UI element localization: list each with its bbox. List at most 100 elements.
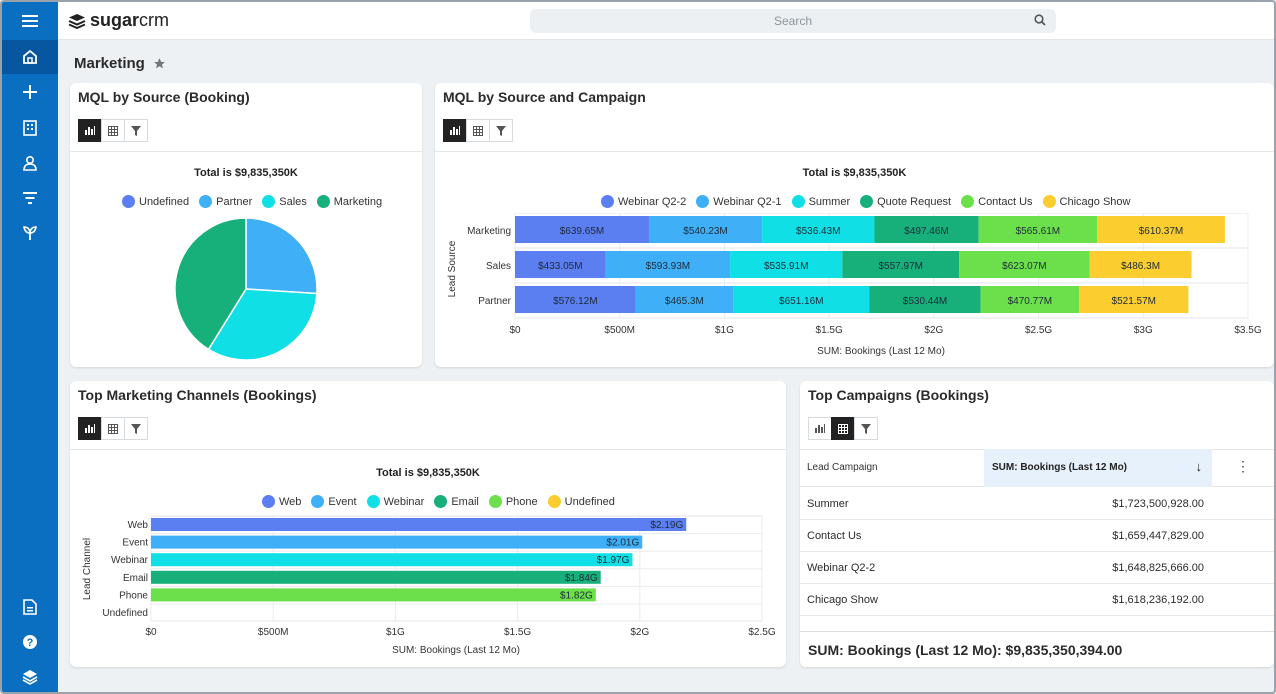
bar-value-label: $1.82G [560,590,593,601]
legend-item[interactable]: Undefined [122,195,189,208]
search-input[interactable]: Search [530,9,1056,33]
bar-value-label: $2.01G [606,538,639,549]
legend-label: Webinar Q2-1 [713,195,782,208]
dashlet-title: MQL by Source (Booking) [78,89,250,105]
document-icon[interactable] [2,590,58,624]
more-options-icon[interactable]: ⋮ [1236,458,1250,474]
column-header-lead-campaign[interactable]: Lead Campaign [807,462,878,473]
layers-icon[interactable] [2,660,58,692]
svg-text:?: ? [27,637,34,649]
legend-label: Chicago Show [1059,195,1131,208]
y-category-label: Email [123,573,148,584]
search-icon[interactable] [1034,14,1046,26]
x-tick-label: $2G [630,627,649,638]
favorite-star-icon[interactable] [153,57,166,70]
y-axis-label: Lead Source [447,240,458,297]
cell-bookings: $1,659,447,829.00 [1112,530,1204,542]
filter-button[interactable] [489,119,513,142]
sugarcrm-logo[interactable]: sugarcrm [68,10,169,31]
home-icon[interactable] [2,40,58,74]
legend-swatch [262,495,275,508]
y-category-label: Phone [119,590,148,601]
dashlet-mql-by-source-and-campaign: MQL by Source and Campaign Total is $9,8… [435,83,1274,367]
dashlet-toolbar [443,119,513,142]
help-icon[interactable]: ? [2,625,58,659]
bar-value-label: $536.43M [796,226,840,237]
table-header: Lead Campaign SUM: Bookings (Last 12 Mo)… [800,449,1274,487]
bar-segment [648,216,763,243]
legend-item[interactable]: Partner [199,195,252,208]
chart-legend: Webinar Q2-2 Webinar Q2-1 Summer Quote Requ… [601,195,1130,208]
legend-swatch [316,195,330,208]
dashlet-divider [435,151,1274,152]
x-tick-label: $500M [604,325,635,336]
table-row[interactable]: Chicago Show $1,618,236,192.00 [800,584,1274,616]
legend-item[interactable]: Summer [791,195,850,208]
channel-bar [151,588,596,602]
legend-label: Webinar Q2-2 [618,195,687,208]
dashlet-mql-by-source: MQL by Source (Booking) Total is $9,835,… [70,83,422,367]
dashlet-title: Top Campaigns (Bookings) [808,387,989,403]
legend-item[interactable]: Webinar Q2-1 [696,195,782,208]
menu-icon[interactable] [2,4,58,38]
legend-label: Partner [216,195,253,208]
filter-button[interactable] [124,119,148,142]
legend-item[interactable]: Quote Request [860,195,951,208]
bar-segment [515,251,606,278]
legend-swatch [262,195,276,208]
bar-value-label: $593.93M [646,261,690,272]
sidebar: ? [2,2,58,692]
dashlet-title: Top Marketing Channels (Bookings) [78,387,317,403]
legend-item[interactable]: Contact Us [961,195,1033,208]
bar-value-label: $540.23M [683,226,727,237]
chart-legend: Web Event Webinar Email Phone Undefined [262,495,615,508]
legend-item[interactable]: Web [262,495,301,508]
filter-icon[interactable] [2,181,58,215]
legend-item[interactable]: Marketing [316,195,383,208]
legend-item[interactable]: Phone [488,495,538,508]
plus-icon[interactable] [2,75,58,109]
building-icon[interactable] [2,111,58,145]
sort-desc-arrow-icon[interactable]: ↓ [1195,459,1203,474]
person-icon[interactable] [2,146,58,180]
legend-item[interactable]: Email [434,495,479,508]
top-bar: sugarcrm Search [58,2,1274,40]
legend-item[interactable]: Undefined [547,495,615,508]
legend-label: Quote Request [877,195,952,208]
bar-value-label: $651.16M [779,296,823,307]
x-tick-label: $1G [386,627,405,638]
table-row[interactable]: Summer $1,723,500,928.00 [800,488,1274,520]
chart-view-button[interactable] [808,417,832,440]
column-header-sum-bookings[interactable]: SUM: Bookings (Last 12 Mo) ↓ [984,449,1212,487]
bar-segment [1097,216,1225,243]
dashlet-divider [70,151,422,152]
filter-button[interactable] [124,417,148,440]
chart-title: Total is $9,835,350K [194,167,298,179]
bar-value-label: $610.37M [1139,226,1183,237]
chart-view-button[interactable] [78,417,102,440]
chart-view-button[interactable] [443,119,467,142]
filter-button[interactable] [854,417,878,440]
table-view-button[interactable] [466,119,490,142]
bar-value-label: $623.07M [1002,261,1046,272]
legend-swatch [122,195,135,208]
bar-segment [978,216,1098,243]
legend-item[interactable]: Chicago Show [1042,195,1131,208]
legend-item[interactable]: Webinar [366,495,424,508]
table-view-button[interactable] [101,119,125,142]
legend-label: Contact Us [978,195,1033,208]
table-row[interactable]: Webinar Q2-2 $1,648,825,666.00 [800,552,1274,584]
bar-segment [980,286,1080,313]
legend-item[interactable]: Webinar Q2-2 [601,195,686,208]
legend-label: Marketing [333,195,383,208]
bar-segment [730,251,843,278]
plant-icon[interactable] [2,216,58,250]
legend-item[interactable]: Sales [262,195,307,208]
table-row[interactable]: Contact Us $1,659,447,829.00 [800,520,1274,552]
cell-bookings: $1,618,236,192.00 [1112,594,1204,606]
table-view-button[interactable] [831,417,855,440]
table-view-button[interactable] [101,417,125,440]
legend-item[interactable]: Event [311,495,357,508]
chart-view-button[interactable] [78,119,102,142]
